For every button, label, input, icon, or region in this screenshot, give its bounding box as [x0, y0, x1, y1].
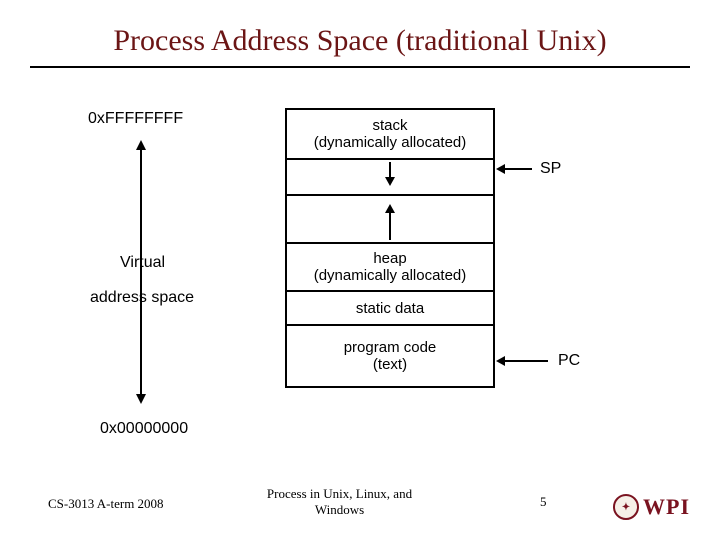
- top-address-label: 0xFFFFFFFF: [88, 110, 183, 128]
- address-space-label: address space: [90, 289, 194, 307]
- wpi-seal-icon: ✦: [613, 494, 639, 520]
- mem-section-text: program code (text): [287, 326, 493, 386]
- mem-section-heap: heap (dynamically allocated): [287, 244, 493, 292]
- pc-pointer-line: [498, 360, 548, 362]
- mem-section-line: static data: [287, 300, 493, 317]
- mem-section-line: (dynamically allocated): [287, 267, 493, 284]
- mem-section-stack-gap: [287, 160, 493, 196]
- mem-section-stack: stack (dynamically allocated): [287, 110, 493, 160]
- mem-section-heap-gap: [287, 196, 493, 244]
- title-underline: [30, 66, 690, 68]
- mem-section-line: (dynamically allocated): [287, 134, 493, 151]
- stack-grow-down-arrow: [389, 162, 391, 184]
- sp-pointer-line: [498, 168, 532, 170]
- page-title: Process Address Space (traditional Unix): [50, 24, 670, 58]
- bottom-address-label: 0x00000000: [100, 420, 188, 438]
- footer-page-number: 5: [540, 494, 547, 510]
- heap-grow-up-arrow: [389, 206, 391, 240]
- sp-label: SP: [540, 160, 561, 178]
- footer-middle: Process in Unix, Linux, and Windows: [252, 486, 427, 518]
- footer-left: CS-3013 A-term 2008: [48, 496, 164, 512]
- mem-section-line: (text): [287, 356, 493, 373]
- mem-section-line: heap: [287, 250, 493, 267]
- wpi-logo: ✦ WPI: [613, 494, 690, 520]
- pc-label: PC: [558, 352, 580, 370]
- address-range-arrow: [140, 142, 142, 402]
- mem-section-line: program code: [287, 339, 493, 356]
- memory-column: stack (dynamically allocated) heap (dyna…: [285, 108, 495, 388]
- virtual-label: Virtual: [120, 254, 165, 272]
- mem-section-static: static data: [287, 292, 493, 326]
- mem-section-line: stack: [287, 117, 493, 134]
- wpi-logo-text: WPI: [643, 494, 690, 520]
